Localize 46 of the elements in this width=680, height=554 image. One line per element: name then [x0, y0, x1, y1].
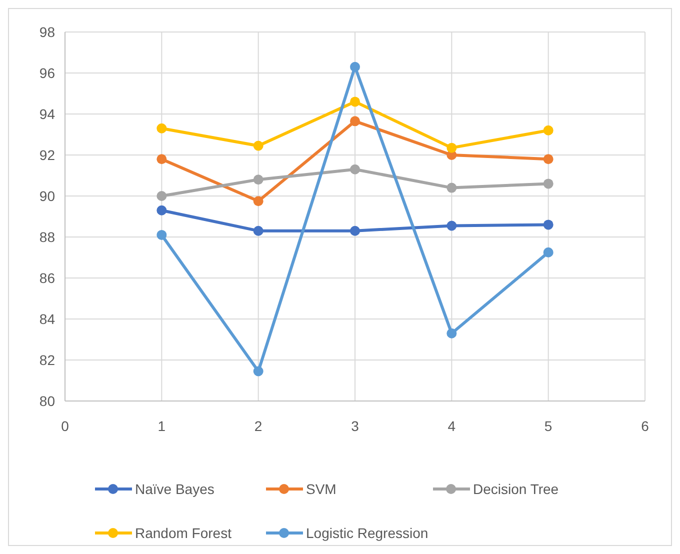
point	[253, 140, 264, 151]
y-tick-label: 98	[39, 24, 56, 40]
point	[543, 154, 554, 164]
point	[156, 123, 167, 134]
y-tick-label: 92	[39, 146, 56, 163]
point	[543, 247, 554, 258]
point	[543, 178, 554, 189]
point	[253, 196, 264, 206]
legend-label: Naïve Bayes	[135, 480, 214, 497]
point	[350, 226, 360, 236]
x-tick-label: 4	[448, 418, 456, 434]
point	[350, 164, 360, 174]
point	[156, 154, 167, 164]
x-tick-label: 3	[351, 418, 360, 434]
x-tick-label: 0	[61, 418, 70, 434]
point	[253, 366, 264, 376]
point	[156, 191, 167, 201]
y-tick-label: 80	[39, 392, 56, 409]
y-tick-label: 82	[39, 352, 56, 368]
legend-label: SVM	[306, 480, 336, 497]
x-tick-label: 5	[544, 418, 552, 434]
legend-label: Logistic Regression	[306, 524, 428, 541]
point	[446, 328, 457, 338]
point	[253, 174, 264, 185]
point	[156, 230, 167, 240]
point	[253, 226, 264, 236]
x-tick-label: 2	[254, 418, 262, 434]
y-tick-label: 94	[39, 106, 56, 122]
point	[543, 125, 554, 136]
point	[543, 220, 554, 230]
x-tick-label: 6	[641, 418, 650, 434]
point	[446, 182, 457, 193]
legend-label: Decision Tree	[473, 480, 559, 497]
x-tick-label: 1	[158, 418, 166, 434]
y-tick-label: 88	[39, 228, 56, 245]
point	[350, 116, 360, 126]
y-tick-label: 90	[39, 188, 56, 204]
y-tick-label: 96	[39, 64, 56, 81]
point	[156, 205, 167, 216]
y-tick-label: 86	[39, 270, 56, 286]
point	[446, 220, 457, 231]
point	[446, 142, 457, 153]
y-tick-label: 84	[39, 310, 56, 327]
point	[350, 62, 360, 72]
point	[350, 96, 360, 107]
legend-label: Random Forest	[135, 524, 232, 541]
